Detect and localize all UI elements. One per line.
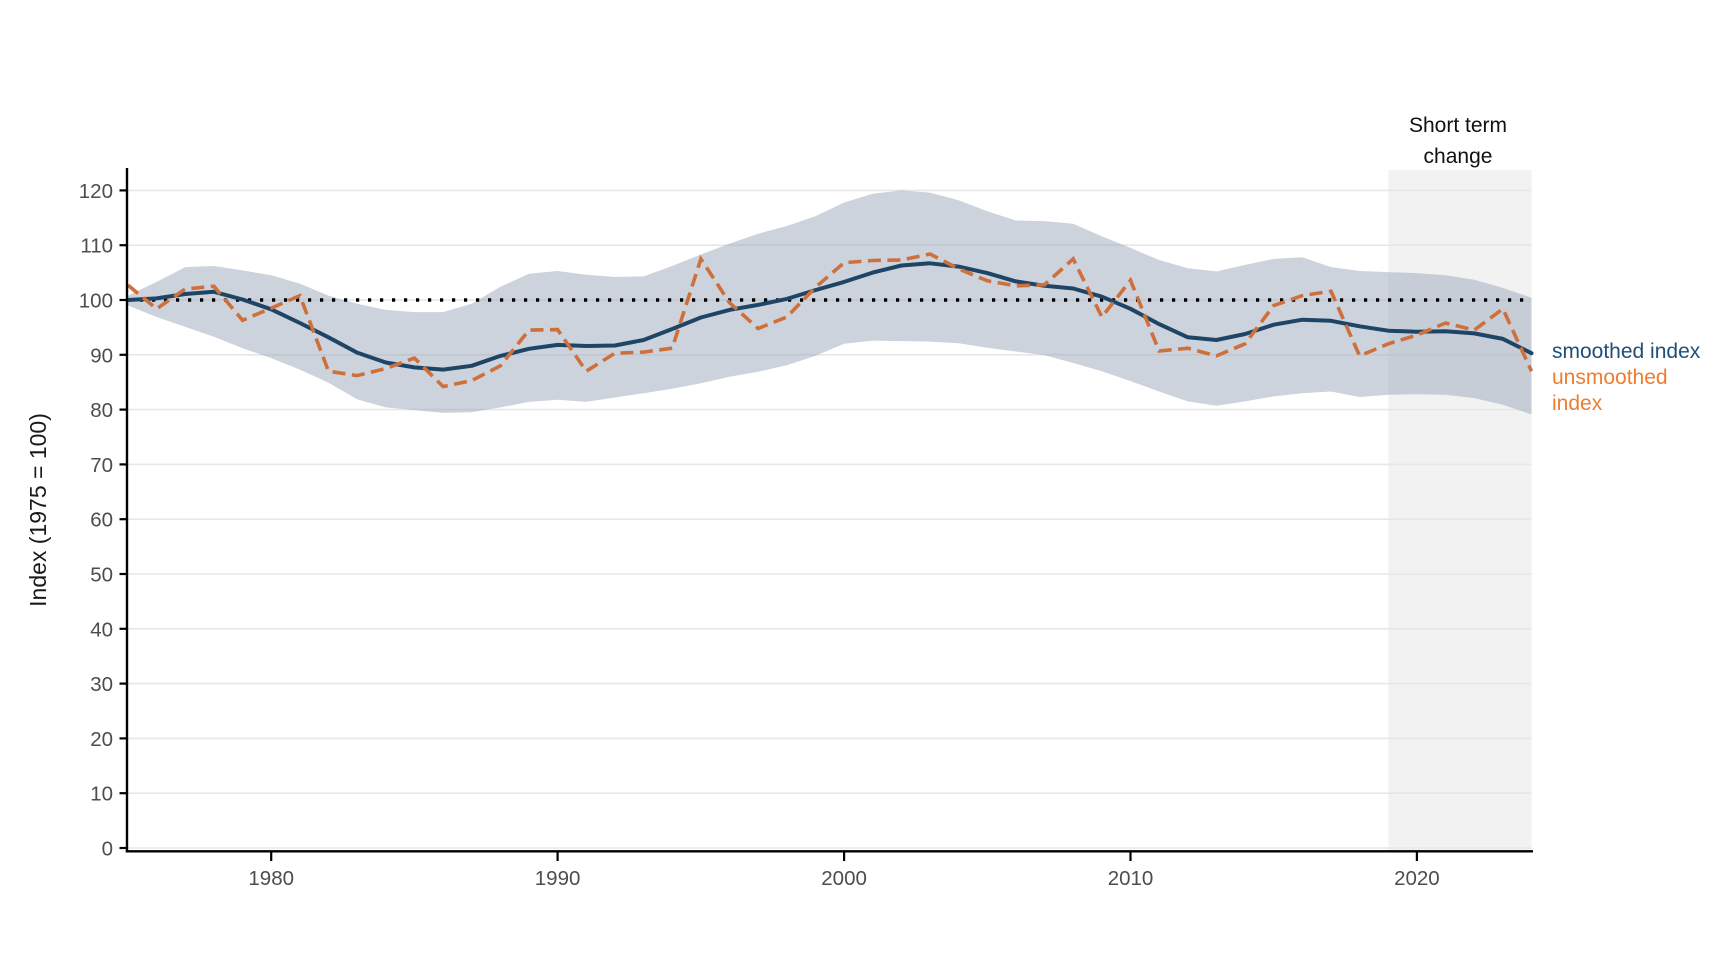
y-tick-label-120: 120 <box>79 180 113 203</box>
y-tick-label-30: 30 <box>90 673 113 696</box>
y-tick-label-10: 10 <box>90 783 113 806</box>
y-tick-labels: 0 10 20 30 40 50 60 70 80 90 100 110 120 <box>79 180 113 861</box>
y-axis-title: Index (1975 = 100) <box>25 413 51 607</box>
y-tick-label-90: 90 <box>90 344 113 367</box>
y-tick-label-40: 40 <box>90 618 113 641</box>
x-tick-label-1980: 1980 <box>248 867 294 890</box>
short-term-change-region <box>1388 170 1532 851</box>
y-tick-label-100: 100 <box>79 290 113 313</box>
y-tick-label-20: 20 <box>90 728 113 751</box>
y-tick-marks <box>119 189 126 850</box>
short-term-change-label-line1: Short term <box>1409 114 1507 137</box>
x-tick-label-1990: 1990 <box>535 867 581 890</box>
x-tick-labels: 1980 1990 2000 2010 2020 <box>248 867 1439 890</box>
y-tick-label-50: 50 <box>90 564 113 587</box>
y-tick-label-0: 0 <box>102 838 113 861</box>
legend-smoothed-index: smoothed index <box>1552 340 1701 363</box>
y-tick-label-70: 70 <box>90 454 113 477</box>
unsmoothed-index-line <box>126 252 1534 389</box>
x-tick-label-2020: 2020 <box>1394 867 1440 890</box>
legend-unsmoothed-index-line2: index <box>1552 392 1603 415</box>
smoothed-index-line <box>126 261 1534 372</box>
x-tick-label-2010: 2010 <box>1108 867 1154 890</box>
y-tick-label-80: 80 <box>90 399 113 422</box>
x-tick-label-2000: 2000 <box>821 867 867 890</box>
legend-unsmoothed-index-line1: unsmoothed <box>1552 366 1668 389</box>
confidence-ribbon <box>128 190 1532 415</box>
short-term-change-label-line2: change <box>1424 145 1493 168</box>
x-tick-marks <box>270 852 1419 861</box>
y-tick-label-60: 60 <box>90 509 113 532</box>
y-tick-label-110: 110 <box>80 235 113 258</box>
